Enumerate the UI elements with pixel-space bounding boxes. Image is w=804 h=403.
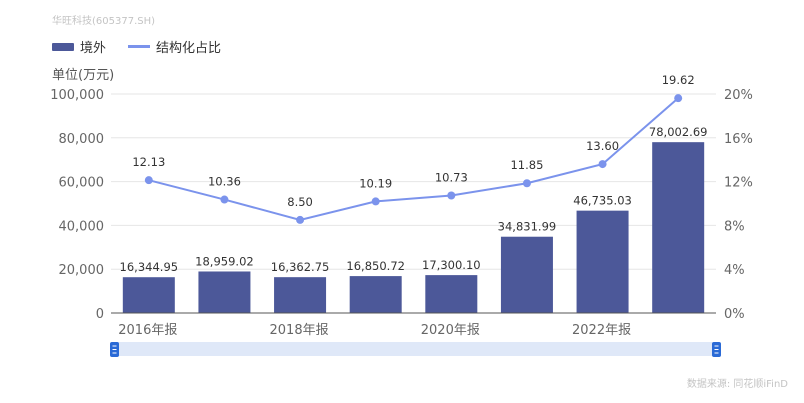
legend-item-bar[interactable]: 境外 bbox=[52, 37, 106, 56]
left-axis-unit: 单位(万元) bbox=[52, 68, 115, 83]
line-point bbox=[522, 179, 531, 188]
bar-data-label: 16,344.95 bbox=[120, 260, 179, 274]
right-tick-label: 4% bbox=[724, 263, 745, 278]
left-tick-label: 100,000 bbox=[50, 88, 104, 103]
bar-data-label: 78,002.69 bbox=[649, 125, 708, 139]
bar bbox=[274, 277, 327, 313]
right-tick-label: 8% bbox=[724, 219, 745, 234]
right-tick-label: 12% bbox=[724, 176, 753, 191]
line-point bbox=[674, 94, 683, 103]
bar bbox=[122, 277, 175, 313]
left-tick-label: 20,000 bbox=[59, 263, 105, 278]
line-data-label: 8.50 bbox=[287, 195, 313, 209]
x-tick-label: 2022年报 bbox=[572, 323, 631, 338]
line-point bbox=[296, 215, 305, 224]
legend-item-line[interactable]: 结构化占比 bbox=[128, 37, 221, 56]
bar-data-label: 46,735.03 bbox=[573, 194, 632, 208]
bar bbox=[500, 236, 553, 313]
legend-line-label: 结构化占比 bbox=[156, 41, 222, 56]
bar-data-label: 34,831.99 bbox=[498, 220, 557, 234]
x-tick-label: 2016年报 bbox=[118, 323, 177, 338]
line-data-label: 12.13 bbox=[132, 155, 165, 169]
line-point bbox=[144, 176, 153, 185]
bar bbox=[652, 142, 705, 313]
right-tick-label: 0% bbox=[724, 307, 745, 322]
right-tick-label: 16% bbox=[724, 132, 753, 147]
bar bbox=[349, 276, 402, 313]
line-point bbox=[371, 197, 380, 206]
chart-subtitle: 华旺科技(605377.SH) bbox=[52, 16, 156, 27]
bar-data-label: 16,850.72 bbox=[346, 259, 405, 273]
line-point bbox=[447, 191, 456, 200]
left-tick-label: 0 bbox=[96, 307, 104, 322]
data-source: 数据来源: 同花顺iFinD bbox=[686, 379, 788, 390]
left-tick-label: 40,000 bbox=[59, 219, 105, 234]
line-data-label: 10.73 bbox=[435, 171, 468, 185]
bar bbox=[425, 275, 478, 313]
legend-line-swatch bbox=[128, 45, 151, 48]
bar-data-label: 16,362.75 bbox=[271, 260, 330, 274]
line-series bbox=[148, 97, 679, 221]
x-tick-label: 2018年报 bbox=[270, 323, 329, 338]
zoom-slider-track[interactable] bbox=[116, 342, 719, 356]
left-tick-label: 80,000 bbox=[59, 132, 105, 147]
bar-data-label: 18,959.02 bbox=[195, 254, 254, 268]
line-data-label: 13.60 bbox=[586, 139, 619, 153]
right-tick-label: 20% bbox=[724, 88, 753, 103]
bar-data-label: 17,300.10 bbox=[422, 258, 481, 272]
legend-bar-swatch bbox=[52, 42, 74, 51]
legend: 境外 结构化占比 bbox=[52, 37, 243, 56]
line-data-label: 10.36 bbox=[208, 175, 241, 189]
line-data-label: 19.62 bbox=[662, 73, 695, 87]
bar bbox=[576, 210, 629, 313]
bar bbox=[198, 271, 251, 313]
line-data-label: 10.19 bbox=[359, 176, 392, 190]
line-point bbox=[220, 195, 229, 204]
line-point bbox=[598, 160, 607, 169]
x-tick-label: 2020年报 bbox=[421, 323, 480, 338]
line-data-label: 11.85 bbox=[510, 158, 543, 172]
left-tick-label: 60,000 bbox=[59, 176, 105, 191]
legend-bar-label: 境外 bbox=[80, 41, 107, 56]
